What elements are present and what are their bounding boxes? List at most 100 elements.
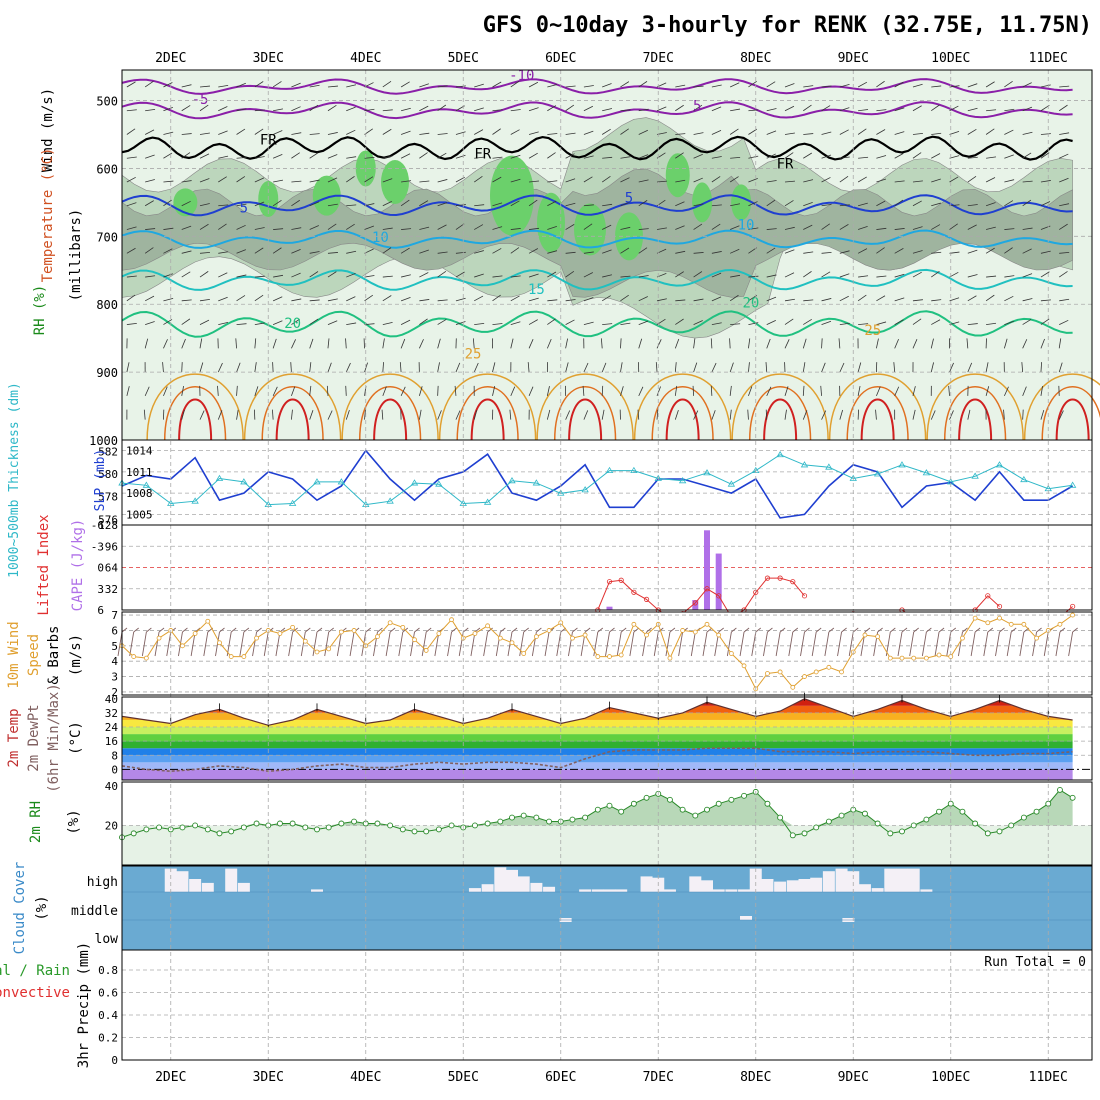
wind-speed-point bbox=[716, 632, 722, 638]
pressure-tick-label: 800 bbox=[96, 298, 118, 312]
wind-barb bbox=[236, 108, 247, 112]
wind-barb bbox=[327, 271, 337, 278]
wind-barb bbox=[401, 180, 412, 183]
wind-barb bbox=[931, 178, 941, 183]
cape-tick-label: 32 bbox=[105, 583, 118, 596]
wind-barb bbox=[346, 84, 357, 88]
wind-barb bbox=[675, 201, 685, 207]
surface-wind-barb bbox=[775, 631, 781, 657]
wind-speed-point bbox=[692, 629, 698, 635]
wind-barb bbox=[1040, 84, 1051, 88]
wind-barb bbox=[272, 338, 277, 349]
wind-speed-point bbox=[595, 654, 601, 659]
wind-barb bbox=[803, 318, 812, 325]
surface-wind-barb bbox=[653, 631, 659, 657]
wind-barb bbox=[583, 130, 594, 135]
wind-barb bbox=[656, 386, 661, 397]
rh-point bbox=[399, 826, 406, 833]
wind-barb bbox=[838, 338, 841, 349]
wind-barb bbox=[693, 320, 703, 325]
precip-axis-label: 3hr Precip (mm) bbox=[76, 942, 92, 1068]
surface-wind-barb bbox=[556, 631, 562, 657]
surface-wind-barb bbox=[544, 631, 550, 657]
surface-wind-barb-flag bbox=[158, 627, 165, 633]
wind-barb bbox=[1004, 80, 1013, 88]
wind-barb bbox=[291, 272, 301, 278]
wind-barb bbox=[949, 204, 960, 207]
wind-barb bbox=[1040, 338, 1045, 349]
day-label: 6DEC bbox=[545, 51, 576, 66]
wind-barb bbox=[400, 199, 410, 207]
wind-barb bbox=[803, 224, 813, 230]
wind-barb bbox=[181, 133, 192, 135]
wind-barb bbox=[163, 199, 172, 207]
wind-barb bbox=[693, 104, 703, 112]
wind-barb bbox=[894, 107, 905, 112]
wind-tick-label: 2 bbox=[111, 686, 118, 699]
wind-barb bbox=[272, 386, 278, 397]
wind-barb bbox=[290, 362, 292, 373]
li-tick-label: 0 bbox=[97, 562, 104, 575]
wind-speed-point bbox=[228, 654, 234, 659]
slp-tick-label: 1014 bbox=[126, 445, 153, 458]
wind-speed-point bbox=[1021, 621, 1027, 627]
wind-barb bbox=[1004, 154, 1014, 159]
wind-barb bbox=[126, 386, 130, 396]
wind-barb bbox=[144, 247, 154, 254]
wind-barb bbox=[272, 153, 283, 159]
isotherm-5 bbox=[121, 194, 1073, 217]
rh-point bbox=[302, 824, 309, 831]
wind-barb bbox=[729, 385, 732, 396]
wind-barb bbox=[309, 338, 314, 349]
wind-barb bbox=[419, 272, 429, 278]
surface-wind-barb-flag bbox=[620, 627, 627, 633]
surface-wind-barb-flag bbox=[1059, 627, 1066, 633]
contour-label: 10 bbox=[372, 230, 389, 246]
wind-barb bbox=[145, 321, 155, 325]
thickness-point bbox=[873, 470, 882, 477]
temp-axis-label-c: (6hr Min/Max) bbox=[46, 683, 62, 793]
wind-barb bbox=[199, 251, 210, 254]
wind-barb bbox=[967, 204, 978, 207]
sounding-units-label: (millibars) bbox=[68, 209, 84, 302]
wind-barb bbox=[839, 273, 850, 278]
wind-barb bbox=[254, 362, 257, 373]
rh-point bbox=[216, 830, 223, 837]
wind-barb bbox=[930, 338, 934, 349]
high-cloud-bar bbox=[579, 889, 592, 892]
wind-barb bbox=[382, 200, 392, 207]
wind-barb bbox=[729, 294, 739, 302]
wind-barb bbox=[143, 409, 146, 420]
wind-barb bbox=[1040, 385, 1044, 396]
rh-point bbox=[984, 830, 991, 837]
wind-barb bbox=[1004, 200, 1014, 207]
rh-point bbox=[533, 814, 540, 821]
wind-barb bbox=[1022, 318, 1032, 325]
high-cloud-bar bbox=[468, 888, 481, 892]
surface-wind-barb-flag bbox=[365, 627, 372, 633]
wind-speed-point bbox=[254, 635, 259, 641]
wind-barb bbox=[875, 409, 877, 420]
wind-barb bbox=[857, 294, 867, 302]
rh-point bbox=[325, 824, 332, 831]
precip-panel: 0.8 0.6 0.4 0.2 0 Run Total = 0 bbox=[98, 950, 1092, 1067]
wind-barb bbox=[602, 156, 613, 159]
wind-barb bbox=[912, 409, 916, 420]
wind-barb bbox=[1040, 318, 1050, 325]
high-cloud-bar bbox=[810, 877, 823, 892]
wind-barb bbox=[711, 296, 722, 302]
wind-barb bbox=[144, 200, 154, 207]
temp-tick-label: 32 bbox=[105, 707, 118, 720]
wind-barb bbox=[821, 298, 832, 302]
high-cloud-bar bbox=[798, 879, 811, 892]
wind-barb bbox=[474, 107, 484, 112]
surface-wind-barb bbox=[751, 631, 757, 657]
surface-wind-barb bbox=[190, 631, 196, 657]
wind-barb bbox=[949, 223, 958, 230]
surface-wind-barb bbox=[995, 631, 1000, 657]
rh-point bbox=[1069, 794, 1076, 801]
wind-barb bbox=[236, 203, 247, 207]
wind-barb bbox=[711, 176, 721, 183]
wind-speed-point bbox=[400, 624, 406, 630]
warm-isotherm-loop bbox=[261, 386, 324, 441]
